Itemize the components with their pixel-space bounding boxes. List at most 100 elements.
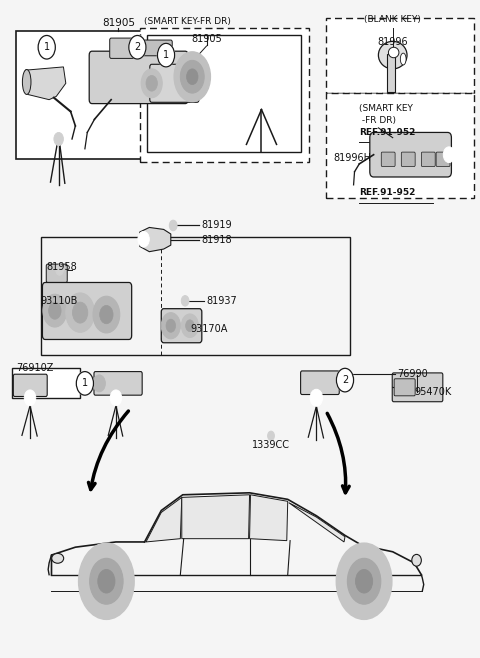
Circle shape: [336, 544, 392, 619]
Text: (SMART KEY-FR DR): (SMART KEY-FR DR): [144, 17, 231, 26]
FancyBboxPatch shape: [421, 152, 435, 166]
Circle shape: [24, 390, 36, 406]
Text: 81905: 81905: [191, 34, 222, 44]
Circle shape: [174, 52, 210, 101]
FancyBboxPatch shape: [392, 373, 443, 402]
Ellipse shape: [388, 47, 399, 58]
Bar: [326, 18, 474, 93]
Circle shape: [181, 295, 189, 306]
FancyBboxPatch shape: [42, 282, 132, 340]
Text: 95470K: 95470K: [414, 387, 451, 397]
Text: 1: 1: [82, 378, 88, 388]
Text: -FR DR): -FR DR): [360, 116, 396, 125]
Text: 76990: 76990: [397, 368, 428, 378]
Circle shape: [100, 305, 113, 324]
Circle shape: [187, 69, 198, 85]
Text: 81905: 81905: [102, 18, 135, 28]
Circle shape: [72, 302, 88, 323]
Text: 76910Z: 76910Z: [16, 363, 53, 373]
FancyBboxPatch shape: [161, 309, 202, 343]
Circle shape: [181, 314, 199, 338]
FancyBboxPatch shape: [46, 264, 67, 282]
FancyBboxPatch shape: [300, 371, 339, 395]
Polygon shape: [250, 495, 288, 541]
FancyBboxPatch shape: [89, 51, 188, 103]
Circle shape: [254, 90, 269, 109]
Circle shape: [146, 76, 157, 91]
Circle shape: [166, 319, 176, 332]
Ellipse shape: [400, 53, 406, 65]
FancyBboxPatch shape: [387, 54, 395, 92]
Circle shape: [336, 368, 354, 392]
Circle shape: [129, 36, 146, 59]
FancyBboxPatch shape: [394, 379, 415, 396]
Circle shape: [186, 320, 194, 332]
Polygon shape: [25, 67, 66, 99]
Circle shape: [38, 36, 55, 59]
Circle shape: [76, 372, 94, 395]
Circle shape: [56, 265, 63, 275]
Circle shape: [66, 293, 95, 332]
Polygon shape: [140, 228, 171, 251]
Text: 93110B: 93110B: [40, 296, 78, 306]
FancyBboxPatch shape: [150, 64, 199, 102]
Ellipse shape: [23, 70, 31, 95]
Text: (SMART KEY: (SMART KEY: [360, 104, 413, 113]
Polygon shape: [146, 497, 182, 542]
Bar: [140, 28, 309, 162]
Text: 81996: 81996: [377, 38, 408, 47]
Circle shape: [90, 559, 123, 604]
Circle shape: [444, 147, 455, 163]
Polygon shape: [288, 503, 345, 542]
Circle shape: [161, 313, 180, 339]
Text: 81919: 81919: [202, 220, 232, 230]
Circle shape: [180, 61, 204, 93]
Circle shape: [79, 544, 134, 619]
FancyBboxPatch shape: [401, 152, 415, 166]
Circle shape: [138, 232, 149, 247]
FancyBboxPatch shape: [143, 40, 172, 56]
Text: 2: 2: [342, 375, 348, 385]
Text: 1: 1: [163, 50, 169, 60]
Text: 81918: 81918: [202, 235, 232, 245]
FancyBboxPatch shape: [370, 132, 451, 177]
Ellipse shape: [412, 555, 421, 566]
Circle shape: [268, 431, 275, 440]
Bar: [147, 36, 301, 152]
Text: (BLANK KEY): (BLANK KEY): [364, 15, 421, 24]
Circle shape: [48, 124, 69, 153]
Bar: [16, 31, 223, 159]
Ellipse shape: [378, 41, 407, 69]
Circle shape: [157, 43, 175, 67]
Text: 81958: 81958: [47, 263, 77, 272]
Text: 81937: 81937: [206, 296, 237, 306]
Polygon shape: [182, 495, 250, 539]
Bar: [326, 93, 474, 198]
Text: REF.91-952: REF.91-952: [360, 188, 416, 197]
Text: 93170A: 93170A: [190, 324, 227, 334]
Circle shape: [98, 569, 115, 593]
FancyBboxPatch shape: [13, 374, 47, 397]
Circle shape: [93, 296, 120, 333]
Circle shape: [43, 294, 67, 327]
Circle shape: [110, 390, 121, 406]
Text: 81996H: 81996H: [333, 153, 371, 163]
FancyBboxPatch shape: [436, 152, 450, 166]
Circle shape: [54, 132, 63, 145]
Ellipse shape: [52, 553, 64, 563]
Circle shape: [141, 69, 162, 97]
FancyBboxPatch shape: [110, 38, 141, 59]
FancyBboxPatch shape: [381, 152, 395, 166]
Circle shape: [310, 390, 323, 407]
Text: REF.91-952: REF.91-952: [360, 128, 416, 137]
Circle shape: [348, 559, 381, 604]
Text: 1: 1: [44, 42, 50, 52]
Text: 1339CC: 1339CC: [252, 440, 290, 450]
Circle shape: [169, 220, 177, 231]
Bar: [12, 368, 80, 398]
Circle shape: [356, 569, 372, 593]
Circle shape: [48, 302, 61, 319]
Text: 2: 2: [134, 42, 141, 52]
FancyBboxPatch shape: [94, 372, 142, 395]
Circle shape: [93, 375, 106, 392]
